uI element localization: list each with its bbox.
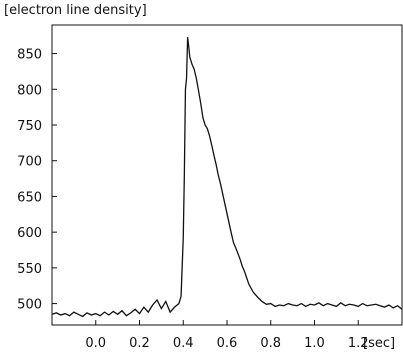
y-tick-label: 750 — [17, 119, 42, 134]
y-tick-label: 600 — [17, 226, 42, 241]
y-tick-label: 800 — [17, 83, 42, 98]
series-line — [51, 37, 403, 318]
y-tick-label: 850 — [17, 48, 42, 63]
y-tick-label: 700 — [17, 155, 42, 170]
x-tick-label: 1.0 — [304, 336, 325, 351]
y-tick-label: 650 — [17, 190, 42, 205]
x-axis-unit: [sec] — [363, 336, 395, 351]
x-tick-label: 0.0 — [85, 336, 106, 351]
x-tick-label: 1.2 — [348, 336, 369, 351]
x-tick-label: 0.2 — [129, 336, 150, 351]
axis-ticks: 0.0 0.2 0.4 0.6 0.8 1.0 1.2 500 550 600 650 700 750 8… — [17, 48, 368, 351]
y-tick-label: 500 — [17, 298, 42, 313]
x-tick-label: 0.8 — [260, 336, 281, 351]
x-tick-label: 0.6 — [217, 336, 238, 351]
y-axis-label: [electron line density] — [4, 3, 147, 18]
x-tick-label: 0.4 — [173, 336, 194, 351]
plot-frame — [51, 24, 403, 326]
y-tick-label: 550 — [17, 262, 42, 277]
